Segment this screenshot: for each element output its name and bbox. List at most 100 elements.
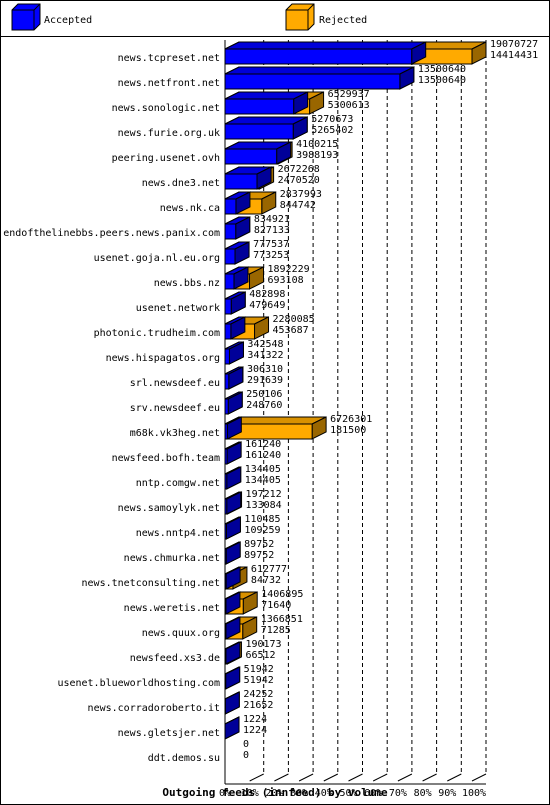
category-label: news.furie.org.uk	[118, 128, 220, 139]
bar-accepted	[224, 291, 246, 315]
bar-accepted	[224, 66, 415, 90]
value-label-rejected: 51942	[244, 664, 274, 675]
value-label-accepted: 291639	[247, 375, 283, 386]
bar-accepted	[224, 41, 427, 65]
value-label-rejected: 1892229	[268, 264, 310, 275]
x-tick-label: 10%	[241, 788, 259, 799]
category-label: ddt.demos.su	[148, 753, 220, 764]
value-label-rejected: 6529937	[328, 89, 370, 100]
bar-accepted	[224, 566, 241, 590]
bar-accepted	[224, 416, 242, 440]
bar-accepted	[224, 216, 251, 240]
category-label: news.tnetconsulting.net	[82, 578, 220, 589]
legend-rejected-label: Rejected	[319, 15, 367, 26]
category-label: endofthelinebbs.peers.news.panix.com	[3, 228, 220, 239]
value-label-rejected: 1224	[243, 714, 267, 725]
legend-accepted-label: Accepted	[44, 15, 92, 26]
category-label: news.quux.org	[142, 628, 220, 639]
value-label-accepted: 161240	[245, 450, 281, 461]
value-label-accepted: 248760	[246, 400, 282, 411]
value-label-accepted: 2470520	[278, 175, 320, 186]
category-labels: news.tcpreset.net news.netfront.net news.s…	[3, 53, 220, 764]
category-label: news.sonologic.net	[112, 103, 220, 114]
category-label: news.tcpreset.net	[118, 53, 220, 64]
value-labels: 1907072714414431135006401350064065299375…	[243, 39, 538, 761]
category-label: news.nntp4.net	[136, 528, 220, 539]
value-label-accepted: 181500	[330, 425, 366, 436]
x-tick-label: 40%	[315, 788, 333, 799]
value-label-rejected: 161240	[245, 439, 281, 450]
legend-rejected: Rejected	[285, 3, 367, 31]
value-label-accepted: 51942	[244, 675, 274, 686]
bar-accepted	[224, 341, 244, 365]
bar-accepted	[224, 641, 241, 665]
bar-accepted	[224, 141, 292, 165]
value-label-rejected: 342548	[247, 339, 283, 350]
value-label-rejected: 777537	[253, 239, 289, 250]
category-label: peering.usenet.ovh	[112, 153, 220, 164]
category-label: news.chmurka.net	[124, 553, 220, 564]
bar-accepted	[224, 116, 308, 140]
bar-accepted	[224, 666, 241, 690]
bar-accepted	[224, 441, 242, 465]
value-label-accepted: 1224	[243, 725, 267, 736]
category-label: news.samoylyk.net	[118, 503, 220, 514]
value-label-rejected: 110485	[244, 514, 280, 525]
x-tick-label: 30%	[290, 788, 308, 799]
value-label-accepted: 5300613	[328, 100, 370, 111]
value-label-rejected: 197212	[246, 489, 282, 500]
category-label: newsfeed.bofh.team	[112, 453, 220, 464]
bar-accepted	[224, 266, 249, 290]
x-tick-label: 70%	[389, 788, 407, 799]
category-label: m68k.vk3heg.net	[130, 428, 220, 439]
category-label: newsfeed.xs3.de	[130, 653, 220, 664]
value-label-accepted: 134405	[245, 475, 281, 486]
category-label: nntp.comgw.net	[136, 478, 220, 489]
value-label-accepted: 827133	[254, 225, 290, 236]
x-tick-label: 60%	[364, 788, 382, 799]
value-label-rejected: 2280085	[273, 314, 315, 325]
x-axis-ticks: 0% 10% 20% 30% 40% 50% 60% 70% 80% 90% 100%	[219, 788, 486, 799]
bar-accepted	[224, 316, 246, 340]
value-label-accepted: 89752	[244, 550, 274, 561]
value-label-accepted: 453687	[273, 325, 309, 336]
chart-title: Outgoing feeds (innfeed) by volume	[162, 786, 388, 799]
value-label-accepted: 71640	[261, 600, 291, 611]
value-label-accepted: 693108	[268, 275, 304, 286]
value-label-rejected: 13500640	[418, 64, 466, 75]
category-label: usenet.goja.nl.eu.org	[94, 253, 220, 264]
bar-accepted	[224, 716, 240, 740]
value-label-accepted: 84732	[251, 575, 281, 586]
category-label: news.gletsjer.net	[118, 728, 220, 739]
value-label-rejected: 1366851	[261, 614, 303, 625]
value-label-rejected: 834921	[254, 214, 290, 225]
x-tick-label: 80%	[414, 788, 432, 799]
value-label-rejected: 1406895	[261, 589, 303, 600]
category-label: news.nk.ca	[160, 203, 220, 214]
value-label-rejected: 24252	[243, 689, 273, 700]
category-label: news.corradoroberto.it	[88, 703, 220, 714]
value-label-accepted: 773253	[253, 250, 289, 261]
x-tick-label: 0%	[219, 788, 231, 799]
x-tick-label: 90%	[438, 788, 456, 799]
value-label-rejected: 612777	[251, 564, 287, 575]
value-label-accepted: 66512	[245, 650, 275, 661]
value-label-accepted: 341322	[247, 350, 283, 361]
value-label-rejected: 482898	[249, 289, 285, 300]
category-label: srl.newsdeef.eu	[130, 378, 220, 389]
bar-accepted	[224, 516, 241, 540]
bar-accepted	[224, 616, 241, 640]
value-label-accepted: 479649	[249, 300, 285, 311]
legend: Accepted Rejected	[11, 3, 367, 31]
value-label-accepted: 0	[243, 750, 249, 761]
value-label-accepted: 109259	[244, 525, 280, 536]
legend-accepted: Accepted	[11, 3, 92, 31]
value-label-accepted: 3988193	[296, 150, 338, 161]
bar-accepted	[224, 241, 250, 265]
value-label-rejected: 250106	[246, 389, 282, 400]
bar-accepted	[224, 166, 272, 190]
value-label-rejected: 5270673	[311, 114, 353, 125]
category-label: news.weretis.net	[124, 603, 220, 614]
bar-accepted	[224, 491, 242, 515]
